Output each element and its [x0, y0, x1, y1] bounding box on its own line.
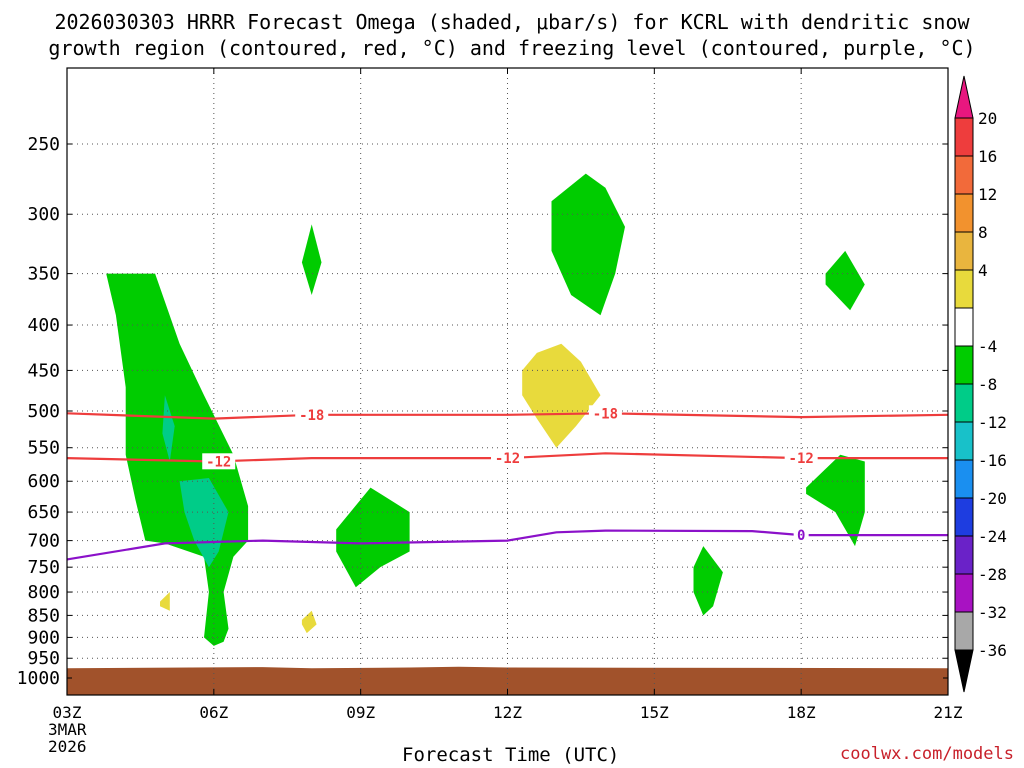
colorbar-label: -8 — [978, 375, 997, 394]
contour-label-bg — [491, 450, 524, 467]
contour-line — [66, 529, 948, 561]
contour-label: -12 — [789, 451, 814, 467]
pressure-tick-label: 450 — [27, 360, 60, 381]
pressure-tick-label: 500 — [27, 401, 60, 422]
pressure-tick-label: 750 — [27, 557, 60, 578]
contour-label: -18 — [593, 406, 618, 422]
source-credit: coolwx.com/models — [840, 744, 1014, 764]
colorbar-box — [954, 611, 974, 651]
contour-label: -12 — [495, 451, 520, 467]
ground-layer — [67, 666, 948, 695]
colorbar-label: 16 — [978, 147, 997, 166]
contour-label: 0 — [797, 528, 805, 544]
ground-area — [67, 666, 948, 695]
pressure-tick-label: 800 — [27, 582, 60, 603]
time-tick-label: 18Z — [787, 703, 816, 722]
omega-shaded-region — [551, 173, 625, 316]
contour-label-bg — [784, 450, 818, 467]
colorbar-label: 20 — [978, 109, 997, 128]
pressure-tick-label: 700 — [27, 531, 60, 552]
omega-shaded-region — [179, 478, 229, 568]
colorbar-box — [954, 117, 974, 157]
colorbar-box — [954, 535, 974, 575]
time-tick-label: 09Z — [346, 703, 375, 722]
pressure-tick-label: 250 — [27, 134, 60, 155]
grid-lines — [67, 68, 948, 695]
colorbar-box — [954, 193, 974, 233]
omega-shaded-region — [336, 487, 410, 588]
chart-title-line-2: growth region (contoured, red, °C) and f… — [48, 36, 976, 60]
colorbar-label: -16 — [978, 451, 1007, 470]
colorbar: 20 16 12 8 4 -4 -8 -12 -16 -20 -24 -28 -32 -36 — [954, 75, 1007, 693]
contour-label-bg — [793, 527, 809, 544]
colorbar-box — [954, 383, 974, 423]
omega-shaded-region — [693, 546, 723, 616]
colorbar-box — [954, 459, 974, 499]
colorbar-box — [954, 421, 974, 461]
omega-shaded-region — [301, 224, 322, 295]
colorbar-bottom-triangle — [954, 649, 974, 693]
colorbar-label: -4 — [978, 337, 997, 356]
shaded-omega-layer — [106, 173, 865, 646]
x-axis-title: Forecast Time (UTC) — [402, 744, 620, 766]
time-tick-label: 06Z — [199, 703, 228, 722]
colorbar-label: 4 — [978, 261, 988, 280]
contour-layer: -18 -18 -12 -12 -12 0 — [66, 405, 949, 561]
colorbar-box — [954, 345, 974, 385]
omega-shaded-region — [825, 250, 865, 311]
colorbar-label: -32 — [978, 603, 1007, 622]
colorbar-box — [954, 307, 974, 347]
time-tick-label: 21Z — [934, 703, 963, 722]
colorbar-box — [954, 269, 974, 309]
pressure-tick-label: 600 — [27, 471, 60, 492]
contour-label-bg — [295, 406, 329, 423]
chart-title-line-1: 2026030303 HRRR Forecast Omega (shaded, … — [54, 10, 970, 34]
colorbar-label: -20 — [978, 489, 1007, 508]
colorbar-label: -24 — [978, 527, 1007, 546]
colorbar-box — [954, 573, 974, 613]
omega-shaded-region — [160, 592, 170, 611]
colorbar-box — [954, 497, 974, 537]
colorbar-top-triangle — [954, 75, 974, 119]
time-tick-label: 03Z — [53, 703, 82, 722]
colorbar-label: -28 — [978, 565, 1007, 584]
contour-label: -12 — [206, 454, 231, 470]
colorbar-label: -36 — [978, 641, 1007, 660]
start-date-label: 3MAR — [48, 720, 87, 739]
pressure-axis: 2503003504004505005506006507007508008509… — [17, 134, 948, 689]
colorbar-box — [954, 231, 974, 271]
start-year-label: 2026 — [48, 737, 87, 756]
plot-frame — [66, 67, 949, 696]
pressure-tick-label: 300 — [27, 204, 60, 225]
time-axis: 03Z 06Z 09Z 12Z 15Z 18Z 21Z — [53, 68, 963, 722]
pressure-tick-label: 950 — [27, 648, 60, 669]
pressure-tick-label: 900 — [27, 627, 60, 648]
contour-label-bg — [588, 405, 622, 422]
colorbar-label: 8 — [978, 223, 988, 242]
pressure-tick-label: 850 — [27, 605, 60, 626]
contour-line — [66, 412, 949, 420]
colorbar-label: -12 — [978, 413, 1007, 432]
omega-shaded-region — [522, 343, 601, 448]
colorbar-box — [954, 155, 974, 195]
contour-label: -18 — [299, 408, 324, 424]
pressure-tick-label: 1000 — [17, 668, 60, 689]
pressure-tick-label: 350 — [27, 264, 60, 285]
time-tick-label: 15Z — [640, 703, 669, 722]
omega-shaded-region — [301, 610, 317, 634]
omega-shaded-region — [806, 454, 865, 547]
contour-label-bg — [202, 453, 236, 470]
pressure-tick-label: 550 — [27, 438, 60, 459]
pressure-tick-label: 400 — [27, 315, 60, 336]
colorbar-label: 12 — [978, 185, 997, 204]
pressure-tick-label: 650 — [27, 502, 60, 523]
omega-shaded-region — [162, 395, 175, 462]
time-tick-label: 12Z — [493, 703, 522, 722]
